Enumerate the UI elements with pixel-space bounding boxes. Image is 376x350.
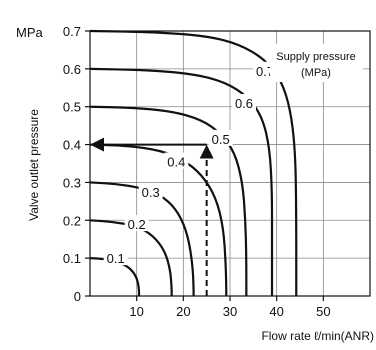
curve-label: 0.4 bbox=[167, 155, 185, 170]
legend-title: Supply pressure bbox=[276, 51, 356, 63]
curve-0-3 bbox=[89, 181, 195, 296]
x-axis-title: Flow rate ℓ/min(ANR) bbox=[261, 329, 374, 343]
legend: Supply pressure (MPa) bbox=[270, 44, 363, 82]
curve-label: 0.1 bbox=[107, 251, 125, 266]
axes: 0 0.1 0.2 0.3 0.4 0.5 0.6 0.7 10 20 30 40 50 bbox=[63, 24, 371, 319]
example-path bbox=[90, 137, 214, 296]
y-tick-label: 0.1 bbox=[63, 251, 81, 266]
curve-0-4 bbox=[89, 143, 228, 296]
x-tick-label: 50 bbox=[316, 304, 330, 319]
curve-labels: 0.1 0.2 0.3 0.4 0.5 0.6 0.7 bbox=[103, 61, 277, 266]
curve-label-background bbox=[232, 93, 256, 110]
y-tick-label: 0.5 bbox=[63, 100, 81, 115]
curve-label-background bbox=[138, 182, 163, 199]
curve-label: 0.2 bbox=[128, 217, 146, 232]
curve-label: 0.3 bbox=[142, 185, 160, 200]
x-tick-label: 40 bbox=[269, 304, 283, 319]
y-axis-title: Valve outlet pressure bbox=[27, 109, 41, 221]
y-unit-label: MPa bbox=[16, 25, 44, 40]
y-tick-label: 0.6 bbox=[63, 62, 81, 77]
y-tick-label: 0.2 bbox=[63, 213, 81, 228]
y-tick-label: 0.3 bbox=[63, 175, 81, 190]
curve-label-background bbox=[103, 249, 128, 266]
y-tick-label: 0.4 bbox=[63, 138, 81, 153]
curve-label-background bbox=[164, 152, 189, 169]
y-tick-label: 0 bbox=[74, 289, 81, 304]
curve-label-background bbox=[124, 215, 149, 232]
curve-label-background bbox=[208, 129, 233, 146]
x-tick-label: 10 bbox=[129, 304, 143, 319]
curve-label: 0.6 bbox=[235, 96, 253, 111]
curve-label: 0.7 bbox=[256, 64, 274, 79]
x-tick-label: 30 bbox=[223, 304, 237, 319]
x-tick-label: 20 bbox=[176, 304, 190, 319]
curve-label: 0.5 bbox=[212, 132, 230, 147]
curve-0-2 bbox=[89, 219, 173, 296]
y-tick-label: 0.7 bbox=[63, 24, 81, 39]
legend-unit: (MPa) bbox=[301, 67, 331, 79]
legend-background bbox=[270, 44, 363, 82]
